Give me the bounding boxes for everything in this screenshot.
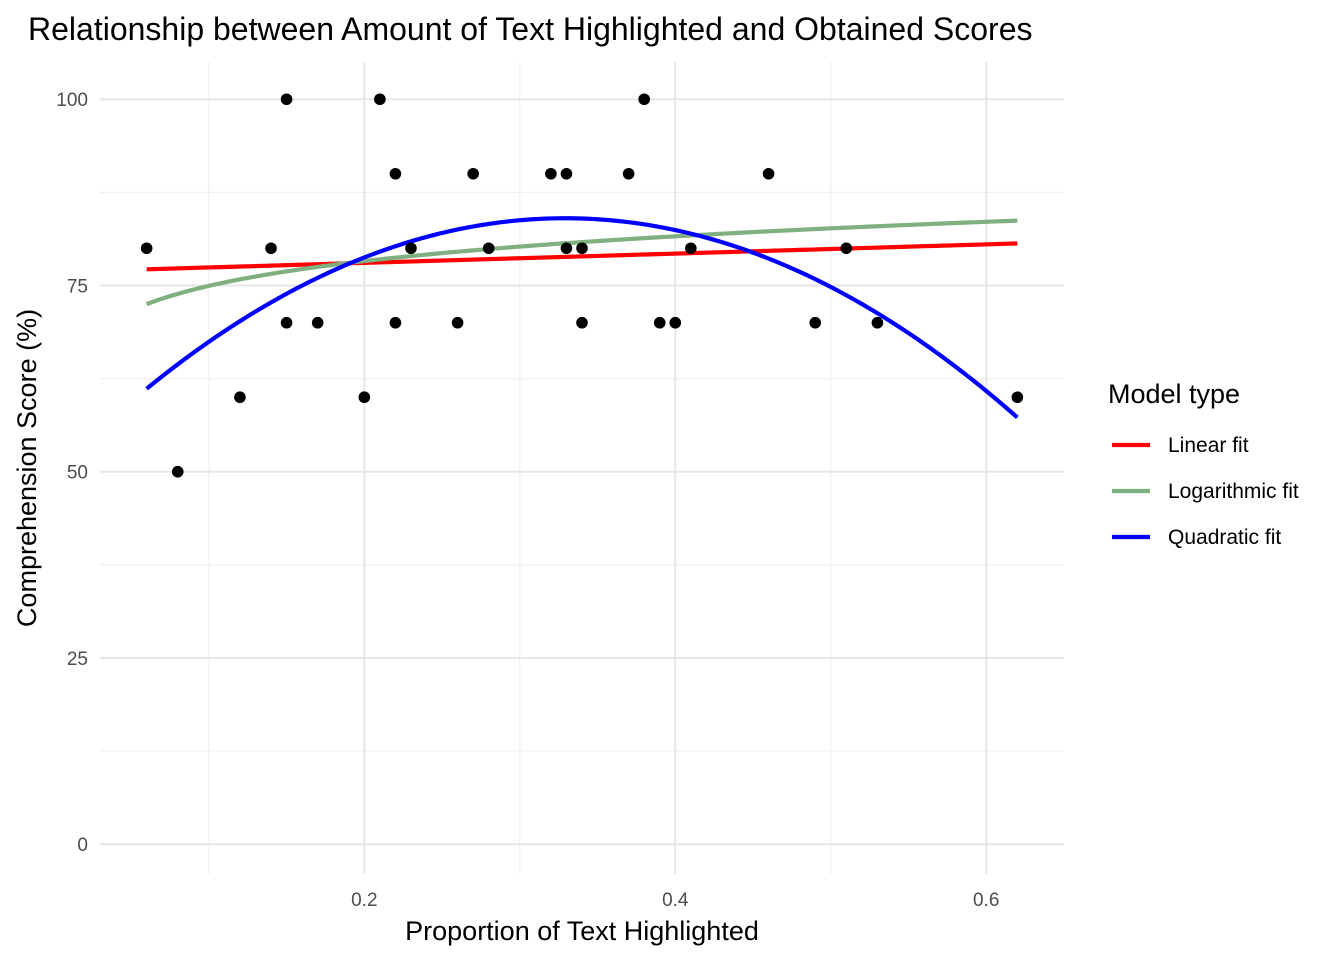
- data-point-1: [171, 465, 184, 478]
- data-point-28: [871, 316, 884, 329]
- y-tick-label-2: 50: [67, 463, 88, 484]
- data-point-5: [280, 316, 293, 329]
- y-axis-title: Comprehension Score (%): [12, 309, 42, 627]
- data-point-29: [1011, 391, 1024, 404]
- fit-lines: [145, 216, 1019, 419]
- data-point-10: [389, 316, 402, 329]
- data-point-4: [280, 93, 293, 106]
- data-point-9: [389, 167, 402, 180]
- legend-label-2: Quadratic fit: [1168, 526, 1281, 549]
- x-tick-label-2: 0.6: [973, 890, 999, 911]
- data-point-21: [638, 93, 650, 106]
- data-point-13: [467, 167, 479, 180]
- data-points: [140, 93, 1024, 478]
- y-tick-label-4: 100: [56, 90, 88, 111]
- fit-line-2: [145, 216, 1019, 419]
- legend-label-1: Logarithmic fit: [1168, 480, 1299, 503]
- y-axis-ticks: 0 25 50 75 100: [56, 90, 88, 856]
- data-point-25: [762, 167, 775, 180]
- data-point-3: [265, 242, 277, 255]
- data-point-20: [622, 167, 635, 180]
- data-point-22: [653, 316, 666, 329]
- x-tick-label-0: 0.2: [351, 890, 377, 911]
- fit-line-1: [145, 218, 1018, 307]
- data-point-6: [311, 316, 324, 329]
- chart-title: Relationship between Amount of Text High…: [28, 11, 1033, 47]
- data-point-8: [374, 93, 386, 106]
- data-point-2: [234, 391, 246, 404]
- data-point-18: [576, 242, 588, 255]
- data-point-27: [840, 242, 853, 255]
- data-point-0: [140, 242, 153, 255]
- x-tick-label-1: 0.4: [662, 890, 689, 911]
- data-point-26: [809, 316, 822, 329]
- data-point-17: [560, 242, 573, 255]
- data-point-19: [576, 316, 588, 329]
- fit-line-0: [146, 241, 1018, 272]
- y-tick-label-0: 0: [77, 835, 88, 856]
- legend-title: Model type: [1108, 379, 1240, 409]
- data-point-14: [482, 242, 495, 255]
- data-point-24: [685, 242, 697, 255]
- data-point-7: [358, 391, 371, 404]
- data-point-11: [405, 242, 417, 255]
- data-point-15: [545, 167, 557, 180]
- data-point-12: [451, 316, 464, 329]
- y-tick-label-3: 75: [67, 276, 88, 297]
- x-axis-ticks: 0.2 0.4 0.6: [351, 890, 999, 911]
- data-point-23: [669, 316, 682, 329]
- x-axis-title: Proportion of Text Highlighted: [405, 916, 759, 946]
- data-point-16: [560, 167, 573, 180]
- legend-label-0: Linear fit: [1168, 434, 1249, 457]
- plot-grid: [100, 62, 1064, 874]
- y-tick-label-1: 25: [67, 649, 88, 670]
- legend: Model type Linear fit Logarithmic fit Quad…: [1108, 379, 1299, 549]
